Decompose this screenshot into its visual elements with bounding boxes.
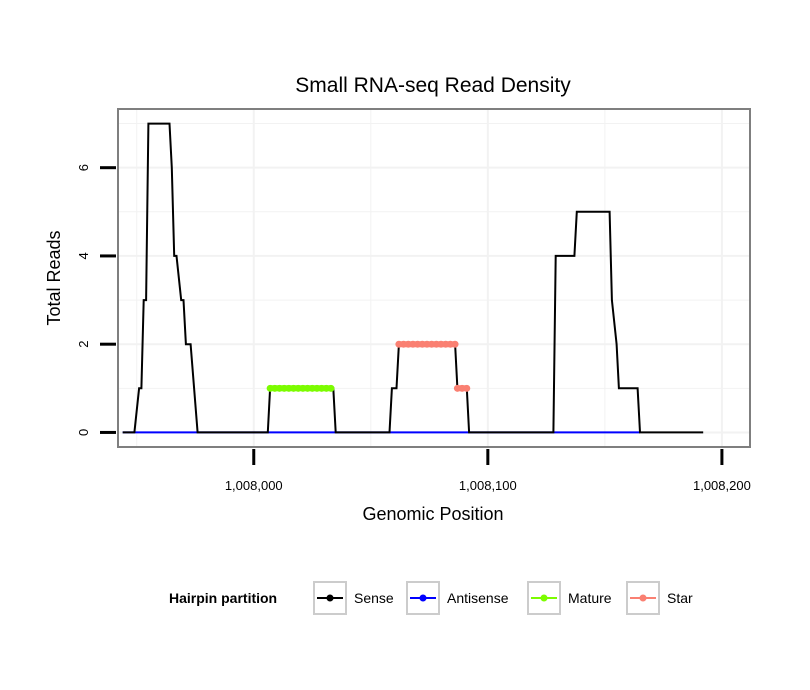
legend-key-point: [419, 594, 427, 602]
legend-entry-antisense: Antisense: [406, 581, 509, 615]
legend-entry-star: Star: [626, 581, 693, 615]
legend: Hairpin partition Sense Antisense Mature St…: [169, 581, 693, 615]
legend-key-point: [540, 594, 548, 602]
chart-title: Small RNA-seq Read Density: [295, 74, 571, 97]
legend-label-star: Star: [667, 590, 693, 606]
y-tick-label: 2: [76, 341, 91, 348]
legend-key-point: [639, 594, 647, 602]
x-tick-label: 1,008,200: [693, 478, 751, 493]
x-tick-label: 1,008,000: [225, 478, 283, 493]
y-tick-label: 6: [76, 164, 91, 171]
legend-title: Hairpin partition: [169, 590, 277, 606]
plot-border: [117, 108, 751, 448]
legend-label-sense: Sense: [354, 590, 394, 606]
data-point-star: [451, 340, 459, 348]
x-axis-title: Genomic Position: [362, 504, 503, 524]
axes: 0 2 4 6 1,008,000 1,008,100 1,008,200: [76, 164, 751, 493]
y-tick-label: 0: [76, 429, 91, 436]
series-layer: [122, 122, 704, 434]
plot-panel: [118, 109, 750, 447]
legend-entry-mature: Mature: [527, 581, 612, 615]
legend-label-antisense: Antisense: [447, 590, 509, 606]
legend-entry-sense: Sense: [313, 581, 394, 615]
data-point-mature: [327, 384, 335, 392]
y-tick-label: 4: [76, 252, 91, 259]
legend-key-point: [326, 594, 334, 602]
data-point-star: [463, 384, 471, 392]
x-tick-label: 1,008,100: [459, 478, 517, 493]
y-axis-title: Total Reads: [44, 230, 64, 325]
legend-entries: Sense Antisense Mature Star: [313, 581, 693, 615]
legend-label-mature: Mature: [568, 590, 612, 606]
